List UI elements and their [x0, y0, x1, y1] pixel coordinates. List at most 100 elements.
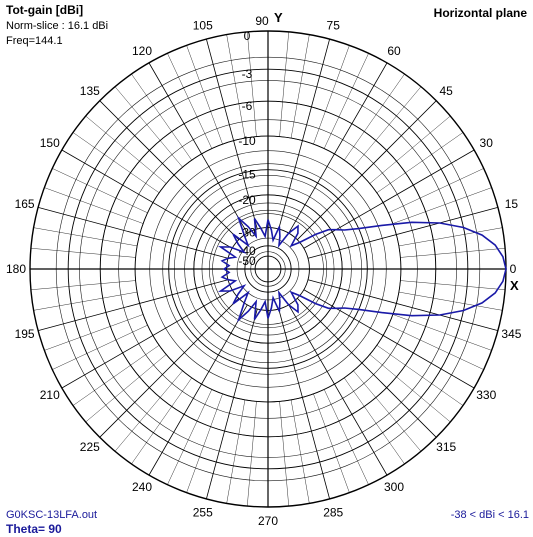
grid-spoke-fine [85, 354, 167, 423]
grid-spoke-fine [30, 248, 136, 258]
angle-tick-label: 255 [193, 505, 213, 519]
grid-spoke-fine [186, 393, 223, 493]
tick-labels: 0 15 30 45 60 75 90 105 120 135 150 165 180 195 210 225… [6, 14, 522, 528]
grid-spoke [99, 100, 239, 240]
grid-spoke [61, 149, 233, 249]
radiation-pattern-line [218, 215, 507, 323]
radial-tick-label: -6 [242, 99, 253, 113]
angle-tick-label: 150 [40, 136, 60, 150]
grid-spoke [206, 308, 258, 499]
angle-tick-label: 105 [193, 19, 213, 33]
grid-spoke-fine [131, 377, 192, 465]
angle-tick-label: 180 [6, 262, 26, 276]
angle-tick-label: 135 [80, 84, 100, 98]
grid-spoke-fine [353, 86, 422, 168]
grid-spoke [288, 304, 388, 476]
angle-tick-label: 60 [387, 44, 401, 58]
grid-spoke-fine [392, 187, 492, 224]
angle-tick-label: 90 [255, 14, 269, 28]
grid-spoke-fine [392, 314, 492, 351]
grid-spoke-fine [72, 345, 160, 406]
grid-spoke [148, 304, 248, 476]
grid-spoke-fine [247, 31, 257, 137]
radial-tick-label: -40 [238, 244, 256, 258]
grid-spoke-fine [376, 132, 464, 193]
grid-spoke-fine [279, 31, 289, 137]
freq-text: Freq=144.1 [6, 35, 63, 47]
grid-spoke-fine [247, 401, 257, 507]
grid-spoke-fine [369, 354, 451, 423]
y-axis-label: Y [274, 10, 283, 25]
grid-spoke-fine [52, 324, 148, 370]
grid-spoke-fine [167, 53, 213, 149]
plane-title: Horizontal plane [433, 6, 527, 20]
angle-tick-label: 165 [15, 197, 35, 211]
radial-tick-label: -20 [238, 193, 256, 207]
grid-spoke-fine [313, 45, 350, 145]
norm-slice-text: Norm-slice : 16.1 dBi [6, 20, 109, 32]
grid-spoke [61, 289, 233, 389]
chart-title: Tot-gain [dBi] [6, 3, 84, 17]
grid-spoke [307, 279, 498, 331]
angle-tick-label: 30 [480, 136, 494, 150]
grid-spoke [99, 298, 239, 438]
radial-tick-label: -10 [238, 134, 256, 148]
grid-spoke [278, 39, 330, 230]
angle-tick-label: 15 [505, 197, 519, 211]
grid-spoke-fine [376, 345, 464, 406]
grid-spoke-fine [323, 53, 369, 149]
grid-spoke [278, 308, 330, 499]
grid-spoke-fine [369, 115, 451, 184]
grid-spoke [307, 207, 498, 259]
angle-tick-label: 225 [80, 440, 100, 454]
radial-tick-label: -15 [238, 168, 256, 182]
grid-spoke-fine [400, 280, 506, 290]
grid-spoke-fine [30, 280, 136, 290]
angle-tick-label: 210 [40, 388, 60, 402]
grid-spoke-fine [85, 115, 167, 184]
grid-spoke-fine [52, 168, 148, 214]
grid-spoke-fine [279, 401, 289, 507]
grid-spoke-fine [186, 45, 223, 145]
theta-text: Theta= 90 [6, 522, 62, 536]
gain-range-text: -38 < dBi < 16.1 [450, 509, 529, 521]
grid-spoke-fine [398, 227, 503, 247]
grid-spoke [303, 149, 475, 249]
grid-spoke-fine [290, 399, 310, 504]
filename-text: G0KSC-13LFA.out [6, 509, 98, 521]
grid-spoke [297, 298, 437, 438]
grid-spoke-fine [290, 34, 310, 139]
grid-spoke-fine [388, 324, 484, 370]
radial-tick-label: -50 [238, 254, 256, 268]
angle-tick-label: 300 [384, 480, 404, 494]
grid-spoke [38, 279, 229, 331]
grid-spoke [297, 100, 437, 240]
svg-text:X: X [510, 278, 519, 293]
grid-spoke [303, 289, 475, 389]
grid-spoke [38, 207, 229, 259]
radial-tick-label: -3 [242, 67, 253, 81]
grid-spoke-fine [344, 377, 405, 465]
grid-spoke-fine [44, 187, 144, 224]
angle-tick-label: 195 [15, 327, 35, 341]
x-axis-label: X [510, 278, 519, 293]
angle-tick-label: 0 [510, 262, 517, 276]
grid-spoke [148, 62, 248, 234]
grid-spoke-fine [33, 227, 138, 247]
grid-spoke-fine [388, 168, 484, 214]
grid-spoke-fine [353, 370, 422, 452]
polar-grid [29, 30, 507, 508]
grid-spoke-fine [313, 393, 350, 493]
angle-tick-label: 45 [440, 84, 454, 98]
grid-spoke-fine [400, 248, 506, 258]
angle-tick-label: 330 [476, 388, 496, 402]
grid-spoke [288, 62, 388, 234]
grid-spoke-fine [167, 389, 213, 485]
grid-spoke-fine [344, 73, 405, 161]
grid-spoke-fine [323, 389, 369, 485]
grid-spoke-fine [226, 34, 246, 139]
grid-spoke-fine [226, 399, 246, 504]
grid-spoke [206, 39, 258, 230]
grid-spoke-fine [114, 370, 183, 452]
